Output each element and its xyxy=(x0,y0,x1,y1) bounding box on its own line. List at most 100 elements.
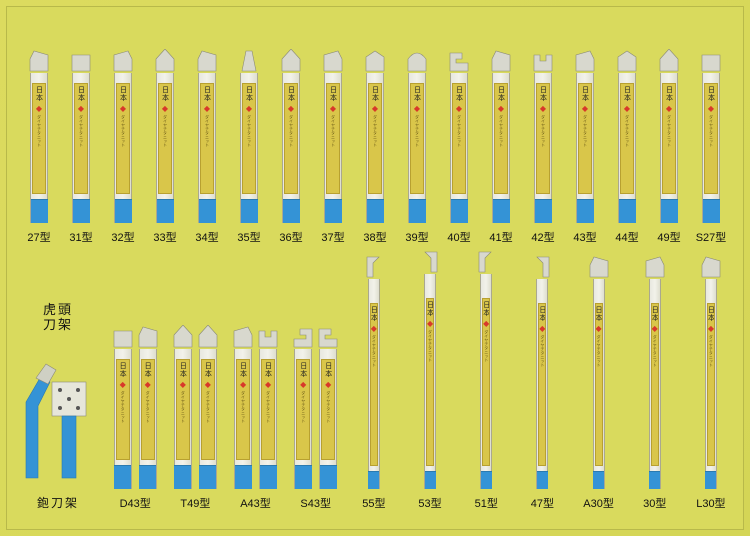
holder-graphic-icon xyxy=(22,338,94,488)
label-small: ダイヤチタニット xyxy=(653,335,657,367)
tool-model-caption: 47型 xyxy=(531,495,554,511)
tool-blue-base xyxy=(451,199,468,223)
label-kanji: 日本 xyxy=(120,86,127,102)
tool-shank: 日本 ◆ ダイヤチタニット xyxy=(199,349,217,489)
tool-shank: 日本 ◆ ダイヤチタニット xyxy=(319,349,337,489)
mitsubishi-logo-icon: ◆ xyxy=(145,381,151,389)
tool-item: 日本 ◆ ダイヤチタニット 44型 xyxy=(607,49,647,245)
label-small: ダイヤチタニット xyxy=(373,115,377,147)
label-small: ダイヤチタニット xyxy=(540,335,544,367)
tool-brand-label: 日本 ◆ ダイヤチタニット xyxy=(494,83,508,194)
label-small: ダイヤチタニット xyxy=(326,391,330,423)
tool-item: 日本 ◆ ダイヤチタニット 31型 xyxy=(61,49,101,245)
label-small: ダイヤチタニット xyxy=(301,391,305,423)
tool-model-caption: 32型 xyxy=(111,229,134,245)
label-small: ダイヤチタニット xyxy=(457,115,461,147)
tool-item: 日本 ◆ ダイヤチタニット 35型 xyxy=(229,49,269,245)
tool-blue-base xyxy=(703,199,720,223)
mitsubishi-logo-icon: ◆ xyxy=(652,325,658,333)
tool-shank: 日本 ◆ ダイヤチタニット xyxy=(30,73,48,223)
label-small: ダイヤチタニット xyxy=(121,115,125,147)
tool-blue-base xyxy=(425,471,436,489)
label-kanji: 日本 xyxy=(483,301,490,317)
tool-tip-icon xyxy=(616,49,638,73)
label-small: ダイヤチタニット xyxy=(331,115,335,147)
tool-model-caption: S27型 xyxy=(696,229,727,245)
tool-model-caption: 40型 xyxy=(447,229,470,245)
tool-brand-label: 日本 ◆ ダイヤチタニット xyxy=(116,83,130,194)
tool-graphic: 日本 ◆ ダイヤチタニット xyxy=(700,49,722,223)
tool-model-caption: 35型 xyxy=(237,229,260,245)
tool-shank: 日本 ◆ ダイヤチタニット xyxy=(282,73,300,223)
label-small: ダイヤチタニット xyxy=(428,330,432,362)
mitsubishi-logo-icon: ◆ xyxy=(288,105,294,113)
tool-item: 日本 ◆ ダイヤチタニット 51型 xyxy=(466,250,506,511)
mitsubishi-logo-icon: ◆ xyxy=(162,105,168,113)
tool-brand-label: 日本 ◆ ダイヤチタニット xyxy=(200,83,214,194)
mitsubishi-logo-icon: ◆ xyxy=(371,325,377,333)
tool-shank: 日本 ◆ ダイヤチタニット xyxy=(424,274,436,489)
tool-item: 日本 ◆ ダイヤチタニット A30型 xyxy=(579,255,619,511)
tool-tip-icon xyxy=(137,325,159,349)
tool-graphic: 日本 ◆ ダイヤチタニット xyxy=(419,250,441,489)
tool-blue-base xyxy=(283,199,300,223)
tool-tip-icon xyxy=(292,325,314,349)
tool-graphic: 日本 ◆ ダイヤチタニット xyxy=(197,325,219,489)
label-kanji: 日本 xyxy=(708,86,715,102)
tool-shank: 日本 ◆ ダイヤチタニット xyxy=(492,73,510,223)
label-small: ダイヤチタニット xyxy=(79,115,83,147)
tool-graphic: 日本 ◆ ダイヤチタニット xyxy=(532,49,554,223)
tool-graphic: 日本 ◆ ダイヤチタニット xyxy=(196,49,218,223)
tool-shank: 日本 ◆ ダイヤチタニット xyxy=(593,279,605,489)
tool-item: 日本 ◆ ダイヤチタニット 33型 xyxy=(145,49,185,245)
tool-brand-label: 日本 ◆ ダイヤチタニット xyxy=(651,303,659,466)
tool-graphic: 日本 ◆ ダイヤチタニット xyxy=(317,325,339,489)
label-small: ダイヤチタニット xyxy=(206,391,210,423)
label-kanji: 日本 xyxy=(498,86,505,102)
tool-brand-label: 日本 ◆ ダイヤチタニット xyxy=(261,359,275,460)
tool-tip-icon xyxy=(280,49,302,73)
label-kanji: 日本 xyxy=(666,86,673,102)
label-kanji: 日本 xyxy=(204,362,211,378)
tool-blue-base xyxy=(535,199,552,223)
tool-shank: 日本 ◆ ダイヤチタニット xyxy=(368,279,380,489)
tool-shank: 日本 ◆ ダイヤチタニット xyxy=(156,73,174,223)
tool-blue-base xyxy=(593,471,604,489)
tool-tip-icon xyxy=(196,49,218,73)
label-kanji: 日本 xyxy=(540,86,547,102)
label-small: ダイヤチタニット xyxy=(163,115,167,147)
tool-item: 日本 ◆ ダイヤチタニット S27型 xyxy=(691,49,731,245)
tool-blue-base xyxy=(139,465,156,489)
tool-blue-base xyxy=(174,465,191,489)
tool-item: 日本 ◆ ダイヤチタニット 27型 xyxy=(19,49,59,245)
tool-tip-icon xyxy=(322,49,344,73)
label-kanji: 日本 xyxy=(288,86,295,102)
label-kanji: 日本 xyxy=(240,362,247,378)
tool-blue-base xyxy=(619,199,636,223)
tool-model-caption: 36型 xyxy=(279,229,302,245)
tool-shank: 日本 ◆ ダイヤチタニット xyxy=(576,73,594,223)
tool-tip-icon xyxy=(490,49,512,73)
mitsubishi-logo-icon: ◆ xyxy=(414,105,420,113)
tool-brand-label: 日本 ◆ ダイヤチタニット xyxy=(662,83,676,194)
tool-tip-icon xyxy=(112,325,134,349)
holder-title: 虎頭刀架 xyxy=(43,303,73,332)
tool-blue-base xyxy=(199,199,216,223)
mitsubishi-logo-icon: ◆ xyxy=(180,381,186,389)
tool-model-caption: 30型 xyxy=(643,495,666,511)
tool-pair-item: 日本 ◆ ダイヤチタニット 日本 ◆ ダイヤチタニット A43型 xyxy=(234,325,278,511)
tool-brand-label: 日本 ◆ ダイヤチタニット xyxy=(704,83,718,194)
label-small: ダイヤチタニット xyxy=(541,115,545,147)
label-kanji: 日本 xyxy=(36,86,43,102)
tool-brand-label: 日本 ◆ ダイヤチタニット xyxy=(410,83,424,194)
tool-shank: 日本 ◆ ダイヤチタニット xyxy=(618,73,636,223)
mitsubishi-logo-icon: ◆ xyxy=(300,381,306,389)
label-kanji: 日本 xyxy=(78,86,85,102)
tool-item: 日本 ◆ ダイヤチタニット 34型 xyxy=(187,49,227,245)
tool-shank: 日本 ◆ ダイヤチタニット xyxy=(366,73,384,223)
tool-graphic: 日本 ◆ ダイヤチタニット xyxy=(588,255,610,489)
tool-row-2: 虎頭刀架 鉋刀架 日本 ◆ ダイ xyxy=(15,251,735,511)
tool-blue-base xyxy=(114,465,131,489)
tool-tip-icon xyxy=(532,49,554,73)
tool-brand-label: 日本 ◆ ダイヤチタニット xyxy=(176,359,190,460)
